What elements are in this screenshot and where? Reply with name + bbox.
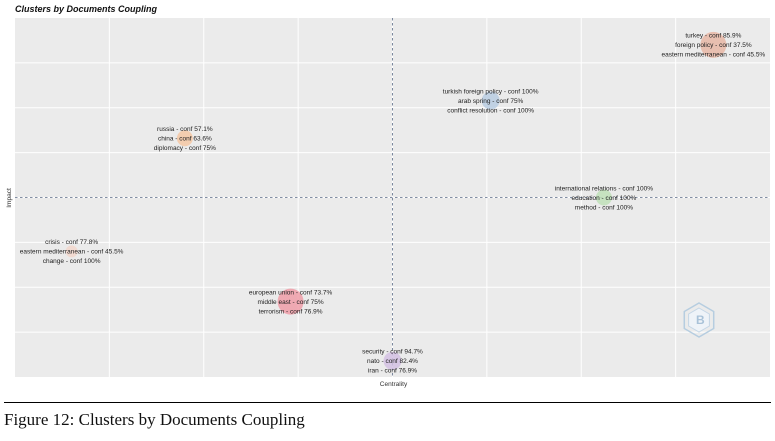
cluster-label: european union - conf 73.7% bbox=[249, 289, 333, 296]
cluster-label: eastern mediterranean - conf 45.5% bbox=[662, 52, 766, 59]
cluster-label: arab spring - conf 75% bbox=[458, 98, 524, 105]
bibliometrix-logo-icon: B bbox=[683, 302, 715, 338]
y-axis-label: Impact bbox=[6, 188, 13, 208]
cluster-label: terrorism - conf 76.9% bbox=[259, 308, 323, 315]
cluster-label: china - conf 63.6% bbox=[158, 136, 212, 143]
cluster-bubble-3 bbox=[176, 130, 193, 147]
chart-title: Clusters by Documents Coupling bbox=[15, 4, 158, 14]
cluster-label: diplomacy - conf 75% bbox=[154, 145, 216, 152]
caption-divider bbox=[4, 402, 771, 403]
cluster-bubble-7 bbox=[383, 351, 402, 370]
x-axis-label: Centrality bbox=[380, 381, 408, 388]
cluster-label: education - conf 100% bbox=[572, 195, 637, 202]
svg-text:B: B bbox=[696, 313, 705, 327]
cluster-label: crisis - conf 77.8% bbox=[45, 239, 98, 246]
cluster-bubble-2 bbox=[481, 91, 500, 110]
cluster-bubble-6 bbox=[277, 288, 304, 315]
figure-caption: Figure 12: Clusters by Documents Couplin… bbox=[4, 410, 305, 429]
cluster-label: turkey - conf 85.9% bbox=[685, 33, 741, 40]
cluster-bubble-1 bbox=[700, 31, 727, 58]
reference-lines bbox=[15, 18, 770, 377]
cluster-bubble-4 bbox=[595, 189, 612, 206]
cluster-label: conflict resolution - conf 100% bbox=[447, 107, 534, 114]
cluster-label: security - conf 94.7% bbox=[362, 349, 423, 356]
cluster-label: foreign policy - conf 37.5% bbox=[675, 42, 752, 49]
cluster-label: nato - conf 82.4% bbox=[367, 358, 418, 365]
cluster-label: middle east - conf 75% bbox=[258, 299, 324, 306]
cluster-label: russia - conf 57.1% bbox=[157, 126, 213, 133]
cluster-bubble-5 bbox=[65, 245, 78, 258]
cluster-label: eastern mediterranean - conf 45.5% bbox=[20, 249, 124, 256]
cluster-label: turkish foreign policy - conf 100% bbox=[443, 88, 539, 95]
cluster-label: method - conf 100% bbox=[575, 204, 633, 211]
cluster-chart: Clusters by Documents Coupling turkey - … bbox=[6, 4, 770, 388]
cluster-bubbles bbox=[65, 31, 727, 370]
cluster-labels: turkey - conf 85.9% foreign policy - conf… bbox=[20, 33, 766, 375]
cluster-label: international relations - conf 100% bbox=[555, 185, 654, 192]
cluster-label: change - conf 100% bbox=[43, 258, 101, 265]
cluster-label: iran - conf 76.9% bbox=[368, 368, 417, 375]
